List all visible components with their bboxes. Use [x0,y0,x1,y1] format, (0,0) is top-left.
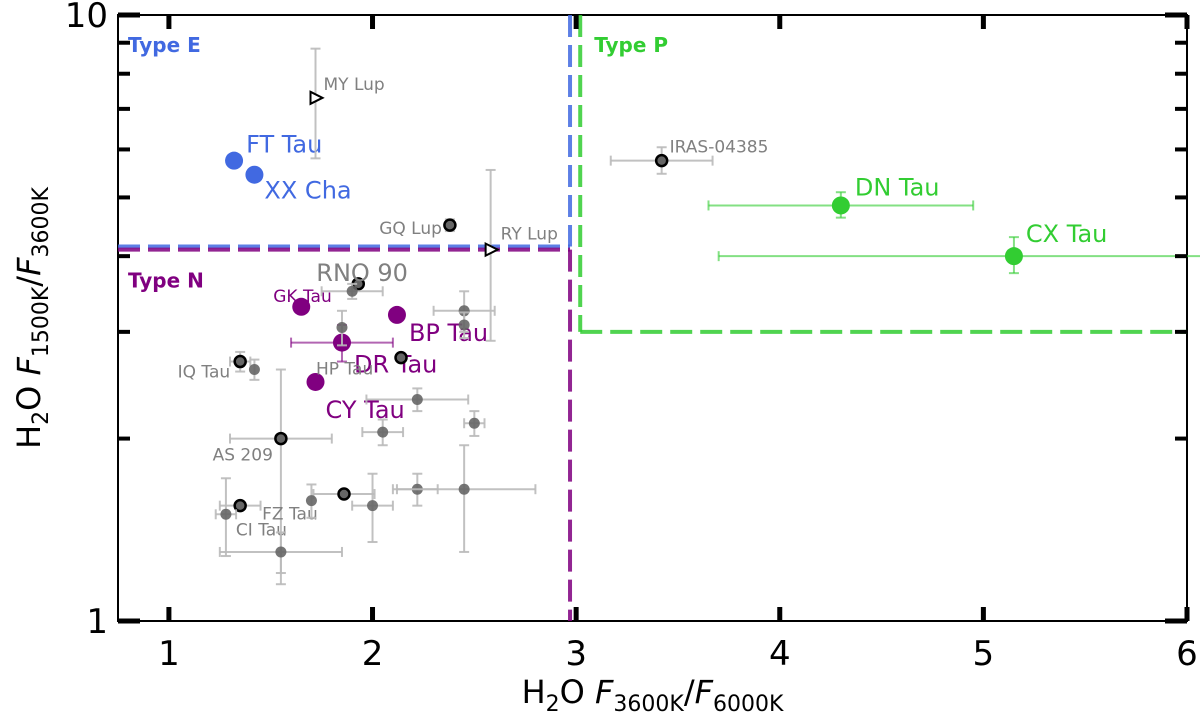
region-label-type-n: Type N [128,269,204,293]
series-type-p: DN Tau CX Tau [707,173,1200,275]
point-xx-cha [245,165,264,184]
point-unlabeled-gray-2 [305,495,317,507]
point-unlabeled-gray-9 [248,364,260,376]
point-unlabeled-gray-12 [458,305,470,317]
label-rno-90: RNO 90 [316,259,408,287]
point-dn-tau [831,196,850,215]
point-fz-tau [233,498,247,513]
point-as-209 [274,431,288,446]
y-axis-label: H2O F1500K/F3600K [10,187,54,449]
series-type-e: FT Tau XX Cha [225,131,352,205]
label-as-209: AS 209 [213,446,273,466]
plot-frame [117,14,1188,622]
point-ry-lup [484,242,500,258]
x-tick-label-6: 6 [1176,634,1198,674]
label-dn-tau: DN Tau [855,173,940,201]
point-iq-tau [233,354,247,369]
label-bp-tau: BP Tau [409,319,488,347]
point-ci-tau [220,508,232,520]
label-ry-lup: RY Lup [501,225,558,245]
series-labeled-black-circles: IRAS-04385 GQ Lup RNO 90 HP Tau IQ Tau AS 209… [178,47,769,586]
y-tick-label-1: 1 [86,602,108,642]
label-iq-tau: IQ Tau [178,363,231,383]
point-unlabeled-gray-10 [336,322,348,334]
point-hp-tau [394,350,408,365]
point-labeled-black-circles-7 [337,487,351,501]
point-unlabeled-gray-11 [346,285,358,297]
label-cx-tau: CX Tau [1026,220,1107,248]
x-tick-label-2: 2 [362,634,384,674]
x-tick-label-4: 4 [769,634,791,674]
point-iras-04385 [654,153,669,168]
series-unlabeled-gray: CI Tau [214,282,537,575]
label-fz-tau: FZ Tau [262,505,318,525]
x-tick-label-3: 3 [565,634,587,674]
region-label-type-p: Type P [594,33,668,57]
x-tick-label-5: 5 [973,634,995,674]
x-axis-label: H2O F3600K/F6000K [522,673,784,717]
label-hp-tau: HP Tau [316,360,373,380]
point-unlabeled-gray-13 [458,319,470,331]
point-gk-tau [292,297,311,316]
point-gq-lup [443,218,457,232]
point-unlabeled-gray-5 [458,483,470,495]
region-boundaries [118,15,1187,621]
point-unlabeled-gray-3 [367,500,379,512]
label-ft-tau: FT Tau [246,131,322,159]
point-cy-tau [306,372,325,391]
label-xx-cha: XX Cha [264,177,351,205]
label-my-lup: MY Lup [324,75,385,95]
point-ft-tau [225,151,244,170]
region-label-type-e: Type E [128,33,201,57]
label-gq-lup: GQ Lup [379,219,442,239]
point-bp-tau [387,305,406,324]
x-tick-label-1: 1 [158,634,180,674]
point-unlabeled-gray-8 [411,394,423,406]
label-gk-tau: GK Tau [273,287,332,307]
label-iras-04385: IRAS-04385 [670,138,769,158]
y-tick-label-10: 10 [65,0,108,36]
point-unlabeled-gray-1 [275,546,287,558]
label-cy-tau: CY Tau [326,396,405,424]
point-my-lup [309,90,325,106]
point-unlabeled-gray-7 [468,417,480,429]
point-unlabeled-gray-6 [377,426,389,438]
label-ci-tau: CI Tau [236,520,287,540]
axes: 1 2 3 4 5 6 1 10 [65,0,1198,674]
point-cx-tau [1004,247,1023,266]
